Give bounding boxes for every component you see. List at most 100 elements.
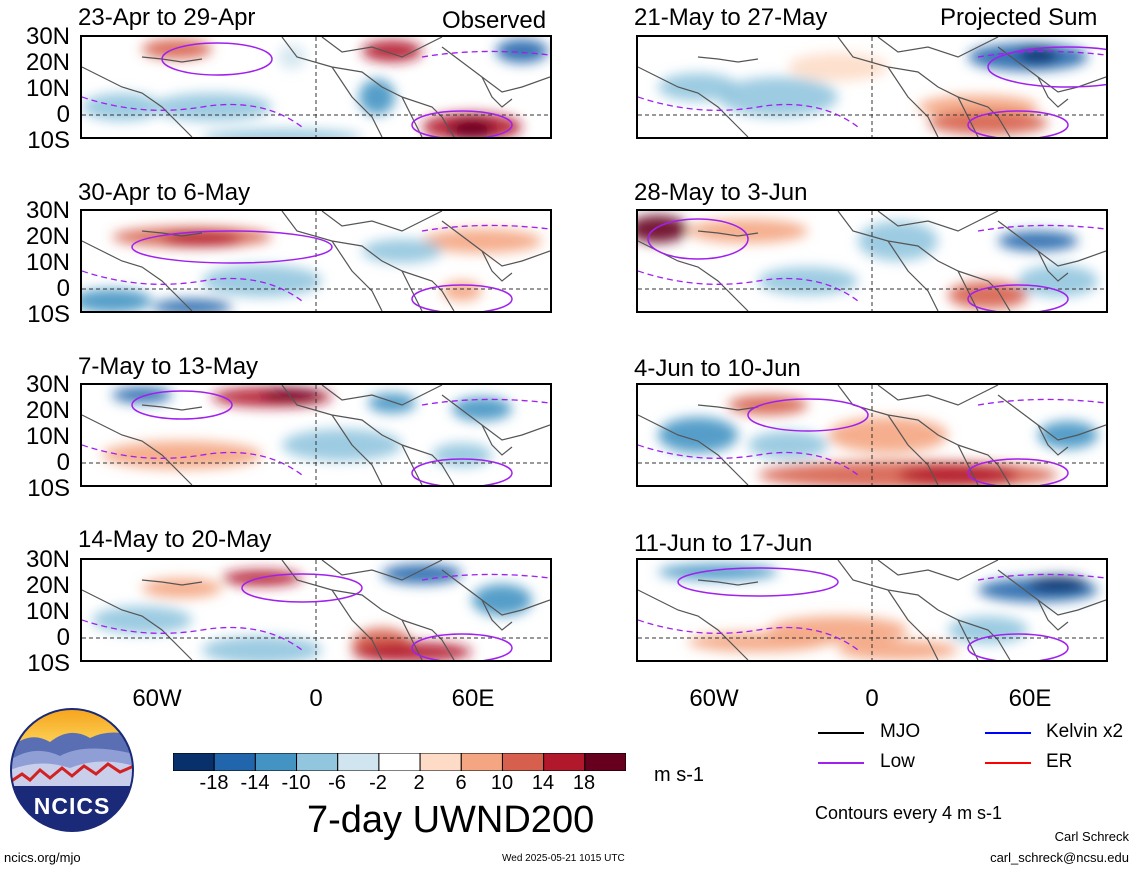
colorbar-swatch: [213, 752, 256, 772]
coastline: [82, 66, 193, 137]
coastline: [281, 211, 423, 311]
coastline: [441, 46, 550, 93]
lat-label: 10N: [25, 423, 70, 450]
contour-line: [411, 110, 513, 137]
contour-line: [241, 573, 363, 603]
lat-label: 20N: [25, 397, 70, 424]
colorbar-tick: 10: [490, 772, 514, 794]
colorbar-swatch: [337, 752, 380, 772]
anomaly-region: [828, 417, 948, 453]
coastline: [957, 96, 1011, 137]
coastline: [997, 220, 1106, 267]
panel-tag-observed: Observed: [442, 7, 547, 34]
contour-line-dashed: [82, 444, 303, 476]
anomaly-region: [262, 389, 322, 401]
coastline: [697, 230, 759, 237]
footer-site: ncics.org/mjo: [4, 850, 81, 865]
panel-title: 23-Apr to 29-Apr: [78, 4, 256, 31]
map-field: [82, 385, 550, 485]
coastline: [141, 56, 203, 63]
coastline: [1037, 250, 1069, 282]
anomaly-region: [748, 431, 828, 459]
lon-label: 60E: [1008, 685, 1052, 712]
coastline: [441, 569, 550, 616]
legend-line-mjo: [818, 732, 864, 734]
panel-title: 14-May to 20-May: [78, 526, 272, 553]
lat-label: 0: [56, 101, 70, 128]
anomaly-region: [362, 40, 422, 62]
footer-timestamp: Wed 2025-05-21 1015 UTC: [502, 853, 625, 864]
coastline: [141, 404, 203, 411]
anomaly-region: [788, 53, 888, 81]
anomaly-region: [688, 632, 828, 652]
coastline: [1037, 76, 1069, 108]
colorbar-tick: 6: [455, 772, 467, 794]
panel-title: 28-May to 3-Jun: [634, 179, 808, 206]
lat-label: 10N: [25, 75, 70, 102]
panel-title: 21-May to 27-May: [634, 4, 828, 31]
coastline: [441, 394, 550, 441]
map-panel: [636, 558, 1108, 662]
anomaly-region: [202, 265, 322, 297]
coastline: [321, 560, 443, 581]
ncics-logo: NCICS: [10, 708, 134, 832]
map-panel: [80, 383, 552, 487]
colorbar-swatch: [460, 752, 503, 772]
coastline: [638, 66, 749, 137]
contour-line: [411, 458, 513, 485]
anomaly-region: [92, 606, 192, 634]
colorbar-swatch: [378, 752, 421, 772]
anomaly-region: [1028, 576, 1088, 592]
coastline: [82, 589, 193, 660]
anomaly-region: [472, 584, 532, 616]
legend-line-er: [985, 762, 1031, 764]
coastline: [321, 37, 443, 58]
coastline: [321, 385, 443, 406]
panel-title: 4-Jun to 10-Jun: [634, 355, 801, 382]
coastline: [877, 37, 999, 58]
coastline: [957, 444, 1011, 485]
lon-label: 0: [865, 685, 879, 712]
anomaly-region: [282, 429, 402, 461]
colorbar-tick: -6: [328, 772, 346, 794]
contour-line: [647, 218, 749, 260]
anomaly-region: [442, 281, 482, 301]
coastline: [82, 240, 193, 311]
anomaly-region: [658, 73, 738, 101]
legend-label-er: ER: [1046, 751, 1073, 772]
contour-line-dashed: [421, 224, 550, 232]
lat-label: 0: [56, 275, 70, 302]
contour-line-dashed: [977, 50, 1106, 58]
lat-label: 30N: [25, 371, 70, 398]
anomaly-region: [432, 443, 492, 467]
colorbar-swatch: [584, 752, 627, 772]
anomaly-region: [452, 397, 512, 421]
anomaly-region: [658, 564, 778, 580]
colorbar-units: m s-1: [654, 764, 704, 786]
coastline: [331, 414, 383, 485]
anomaly-region: [202, 129, 362, 137]
footer-author: Carl Schreck: [1054, 829, 1129, 844]
colorbar-swatch: [543, 752, 586, 772]
colorbar: [172, 752, 627, 772]
map-panel: [80, 35, 552, 139]
coastline: [957, 270, 1011, 311]
anomaly-region: [496, 39, 548, 63]
lat-label: 30N: [25, 23, 70, 50]
panel-title: 7-May to 13-May: [78, 353, 259, 380]
coastline: [887, 414, 939, 485]
logo-text: NCICS: [33, 793, 111, 819]
contour-line: [987, 46, 1106, 88]
lat-label: 10N: [25, 249, 70, 276]
colorbar-tick: -18: [199, 772, 229, 794]
map-field: [638, 211, 1106, 311]
footer-email: carl_schreck@ncsu.edu: [990, 850, 1129, 865]
colorbar-swatch: [501, 752, 545, 772]
panel-title: 11-Jun to 17-Jun: [634, 530, 813, 557]
colorbar-tick: 14: [531, 772, 555, 794]
map-panel: [80, 209, 552, 313]
contour-line: [967, 633, 1069, 660]
lat-label: 30N: [25, 197, 70, 224]
anomaly-region: [928, 111, 1048, 135]
coastline: [997, 569, 1106, 616]
